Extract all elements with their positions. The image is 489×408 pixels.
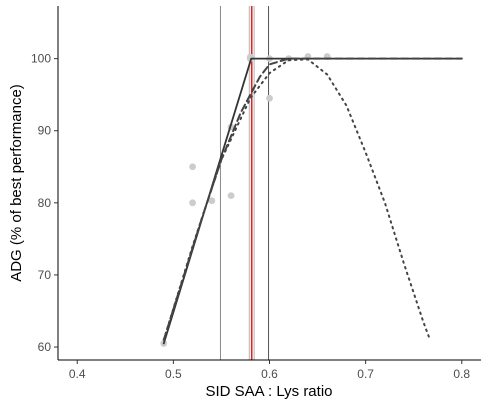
fit-lines (162, 57, 463, 345)
data-point (208, 197, 216, 205)
dashed-fit-line (162, 57, 463, 341)
data-point (227, 192, 235, 200)
x-axis-title: SID SAA : Lys ratio (206, 383, 333, 400)
y-tick-label: 90 (38, 124, 52, 138)
y-ticks: 60 70 80 90 100 (31, 52, 58, 354)
x-tick-label: 0.5 (165, 367, 182, 381)
y-axis-title: ADG (% of best performance) (8, 84, 25, 282)
x-tick-label: 0.8 (453, 367, 470, 381)
dotted-fit-line (162, 58, 431, 341)
x-ticks: 0.4 0.5 0.6 0.7 0.8 (69, 360, 470, 381)
y-tick-label: 100 (31, 52, 51, 66)
x-tick-label: 0.6 (261, 367, 278, 381)
data-points (160, 53, 331, 347)
x-tick-label: 0.4 (69, 367, 86, 381)
data-point (266, 94, 273, 102)
y-tick-label: 60 (38, 340, 52, 354)
x-tick-label: 0.7 (357, 367, 374, 381)
data-point (189, 199, 196, 207)
data-point (189, 163, 196, 171)
y-tick-label: 70 (38, 268, 52, 282)
y-tick-label: 80 (38, 196, 52, 210)
